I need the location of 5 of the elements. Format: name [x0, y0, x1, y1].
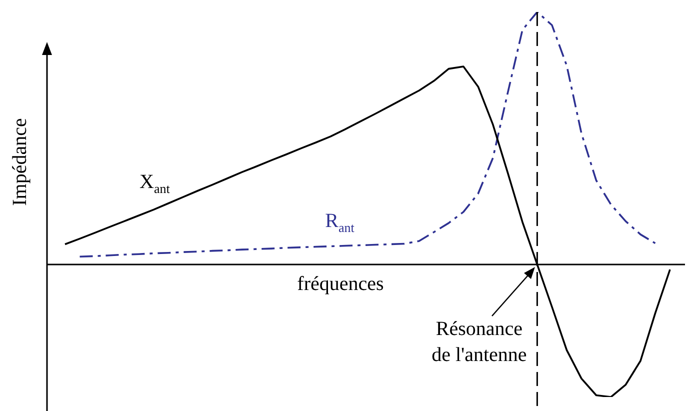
y-axis-title: Impédance — [9, 118, 31, 206]
series-label: R$_{ant}$ — [325, 210, 354, 236]
annotation: Résonance de l'antenne — [430, 317, 528, 368]
x-axis-title: fréquences — [297, 273, 384, 296]
series-label: X$_{ant}$ — [140, 170, 170, 196]
